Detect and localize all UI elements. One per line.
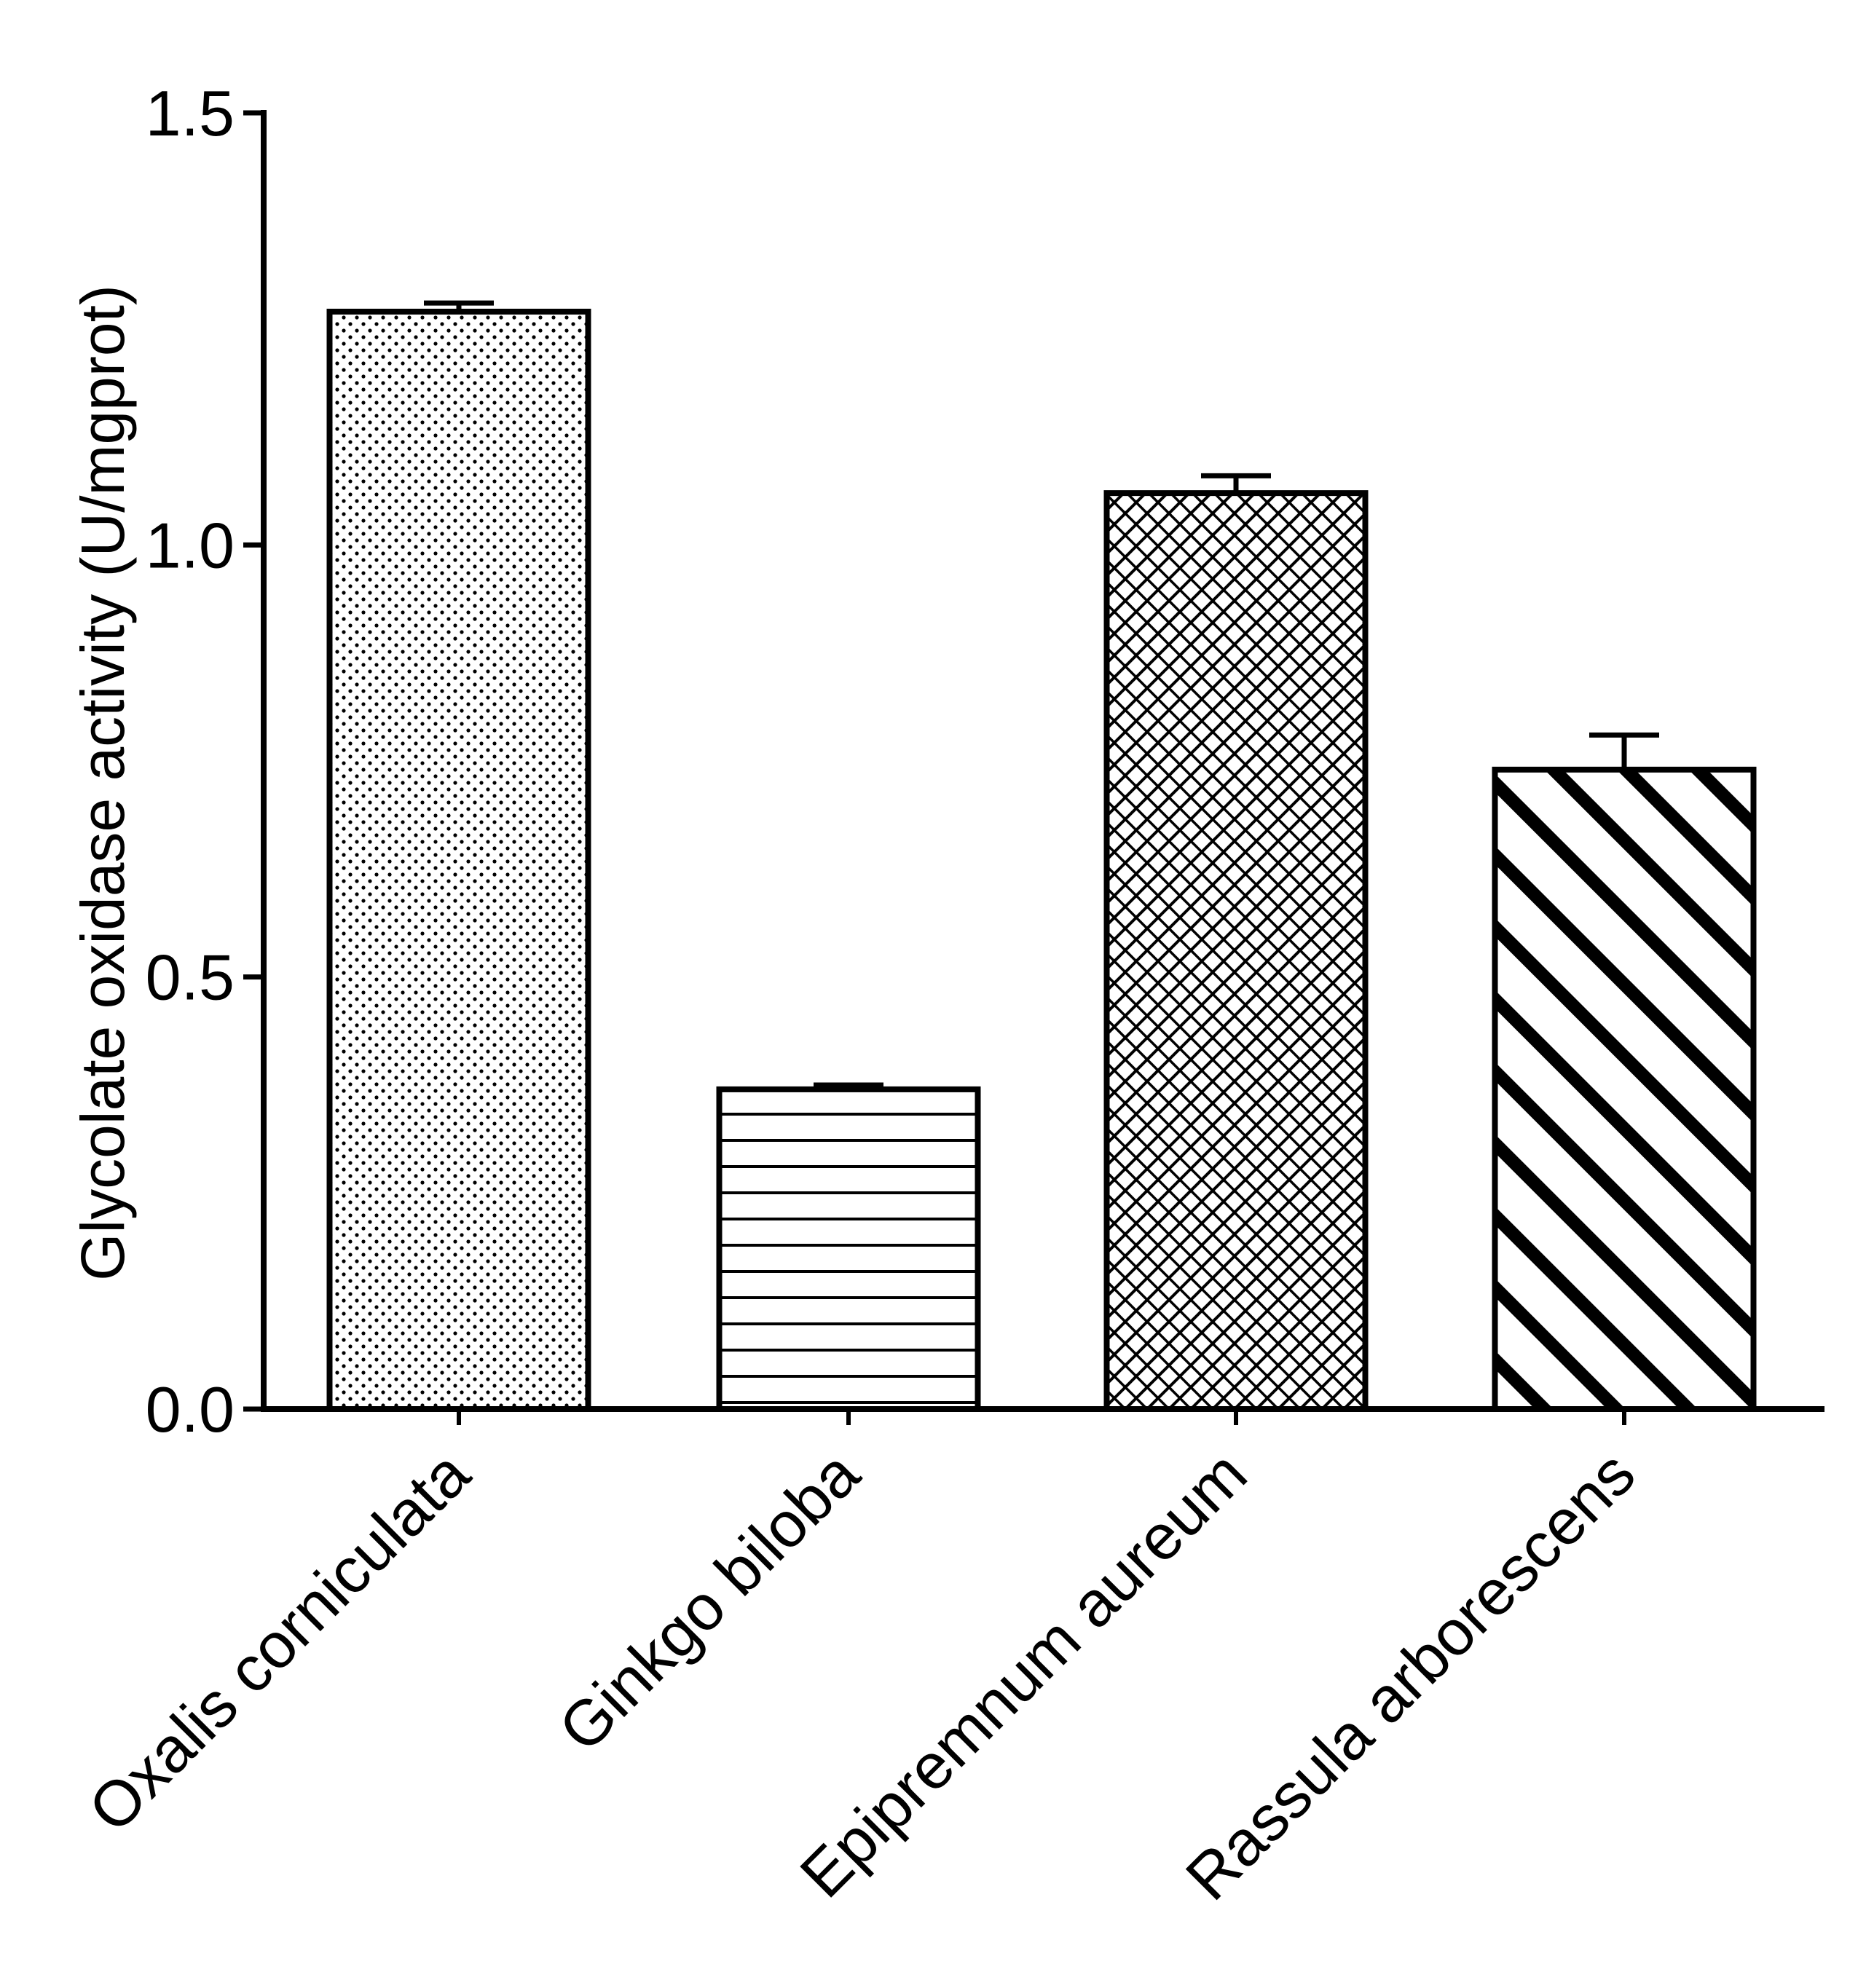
x-tick-label: Oxalis corniculata bbox=[74, 1437, 483, 1845]
y-axis-title: Glycolate oxidase activity (U/mgprot) bbox=[68, 285, 137, 1281]
x-tick-label: Ginkgo biloba bbox=[545, 1437, 873, 1765]
bar-3 bbox=[1103, 490, 1369, 1413]
y-tick-label: 1.5 bbox=[146, 77, 235, 149]
y-tick-label: 0.0 bbox=[146, 1373, 235, 1445]
y-tick-label: 1.0 bbox=[146, 509, 235, 581]
y-tick-label: 0.5 bbox=[146, 942, 235, 1014]
x-tick-label: Epipremnum aureum bbox=[786, 1437, 1260, 1911]
bar-4 bbox=[1492, 766, 1757, 1413]
bar-2 bbox=[716, 1086, 981, 1413]
x-tick-label: Rassula arborescens bbox=[1172, 1437, 1649, 1914]
bar-1 bbox=[326, 308, 591, 1412]
